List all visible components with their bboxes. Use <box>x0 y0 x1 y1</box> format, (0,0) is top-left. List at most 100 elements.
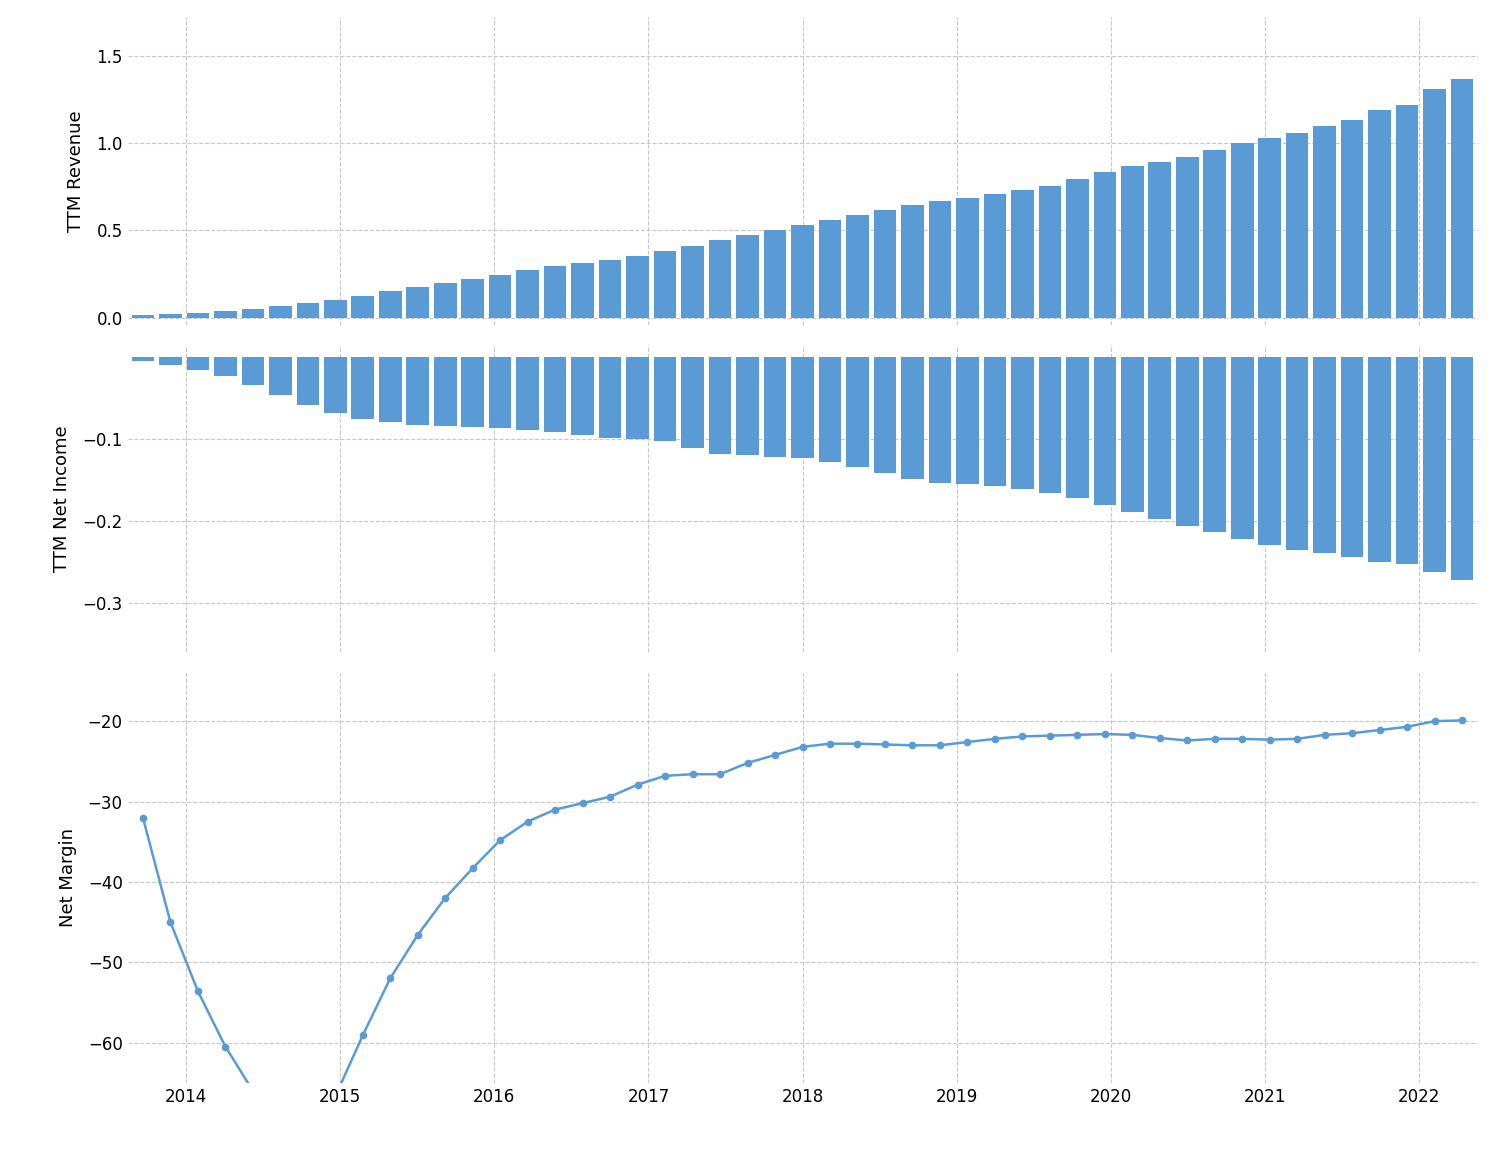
Bar <box>1286 133 1308 317</box>
Bar <box>1038 185 1060 317</box>
Bar <box>1258 358 1281 545</box>
Bar <box>1011 358 1034 489</box>
Bar <box>681 245 703 317</box>
Bar <box>710 241 732 317</box>
Bar <box>1450 79 1473 317</box>
Bar <box>297 303 320 317</box>
Bar <box>516 270 538 317</box>
Bar <box>1149 358 1172 519</box>
Bar <box>736 235 759 317</box>
Bar <box>489 358 512 428</box>
Bar <box>324 300 346 317</box>
Bar <box>1176 156 1198 317</box>
Bar <box>159 358 182 365</box>
Bar <box>186 313 209 317</box>
Bar <box>1011 190 1034 317</box>
Bar <box>1424 89 1446 317</box>
Bar <box>324 358 346 413</box>
Bar <box>1450 358 1473 580</box>
Bar <box>956 358 978 484</box>
Y-axis label: TTM Revenue: TTM Revenue <box>68 110 86 232</box>
Bar <box>433 283 456 317</box>
Bar <box>819 358 842 462</box>
Bar <box>380 358 402 423</box>
Bar <box>1094 358 1116 505</box>
Bar <box>736 358 759 455</box>
Bar <box>544 266 567 317</box>
Bar <box>406 358 429 425</box>
Bar <box>1341 120 1364 317</box>
Bar <box>1424 358 1446 572</box>
Bar <box>268 307 291 317</box>
Bar <box>242 309 264 317</box>
Bar <box>1038 358 1060 492</box>
Bar <box>1314 125 1336 317</box>
Bar <box>1203 151 1225 317</box>
Bar <box>598 358 621 438</box>
Bar <box>902 358 924 478</box>
Bar <box>1396 105 1419 317</box>
Bar <box>764 230 786 317</box>
Bar <box>132 358 154 361</box>
Bar <box>1396 358 1419 564</box>
Bar <box>984 358 1006 486</box>
Bar <box>1094 173 1116 317</box>
Bar <box>406 287 429 317</box>
Bar <box>873 211 895 317</box>
Bar <box>1203 358 1225 532</box>
Bar <box>380 291 402 317</box>
Bar <box>984 195 1006 317</box>
Bar <box>572 263 594 317</box>
Bar <box>654 358 676 441</box>
Bar <box>1232 358 1254 538</box>
Bar <box>1341 358 1364 557</box>
Bar <box>242 358 264 384</box>
Bar <box>1314 358 1336 554</box>
Bar <box>351 358 374 419</box>
Bar <box>654 251 676 317</box>
Bar <box>1258 138 1281 317</box>
Bar <box>1286 358 1308 550</box>
Bar <box>214 312 237 317</box>
Bar <box>132 315 154 317</box>
Bar <box>627 358 650 439</box>
Bar <box>186 358 209 369</box>
Bar <box>1368 110 1390 317</box>
Bar <box>1368 358 1390 563</box>
Bar <box>902 205 924 317</box>
Bar <box>598 259 621 317</box>
Y-axis label: TTM Net Income: TTM Net Income <box>54 425 72 572</box>
Bar <box>462 358 484 427</box>
Bar <box>819 220 842 317</box>
Bar <box>627 256 650 317</box>
Bar <box>873 358 895 472</box>
Bar <box>1176 358 1198 526</box>
Bar <box>462 279 484 317</box>
Y-axis label: Net Margin: Net Margin <box>58 828 76 928</box>
Bar <box>1066 179 1089 317</box>
Bar <box>516 358 538 430</box>
Bar <box>928 201 951 317</box>
Bar <box>1149 162 1172 317</box>
Bar <box>790 225 814 317</box>
Bar <box>1232 144 1254 317</box>
Bar <box>159 314 182 317</box>
Bar <box>790 358 814 459</box>
Bar <box>956 198 978 317</box>
Bar <box>214 358 237 376</box>
Bar <box>846 215 868 317</box>
Bar <box>1066 358 1089 498</box>
Bar <box>681 358 703 448</box>
Bar <box>710 358 732 454</box>
Bar <box>846 358 868 468</box>
Bar <box>433 358 456 426</box>
Bar <box>268 358 291 395</box>
Bar <box>764 358 786 456</box>
Bar <box>297 358 320 405</box>
Bar <box>572 358 594 435</box>
Bar <box>1120 167 1143 317</box>
Bar <box>489 274 512 317</box>
Bar <box>544 358 567 432</box>
Bar <box>1120 358 1143 512</box>
Bar <box>351 295 374 317</box>
